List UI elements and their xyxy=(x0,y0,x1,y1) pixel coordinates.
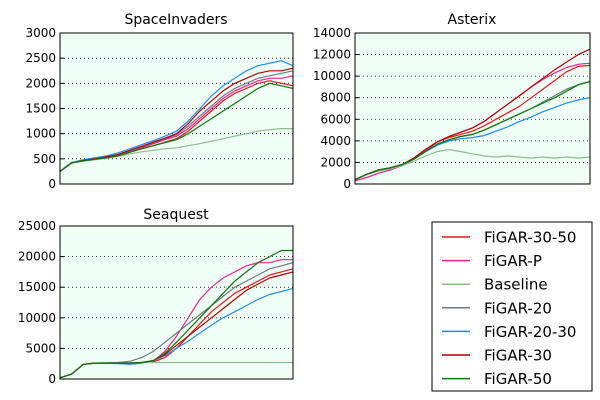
y-tick-label: 6000 xyxy=(320,112,351,126)
legend-label: FiGAR-30 xyxy=(484,347,552,365)
subplot-seaquest: Seaquest 0 5000 10000 15000 20000 25000 xyxy=(18,207,294,386)
y-tick-label: 3000 xyxy=(25,26,56,40)
series-line-figar-50 xyxy=(59,82,294,172)
y-tick-label: 10000 xyxy=(18,311,56,325)
y-tick-label: 1500 xyxy=(25,102,56,116)
plot-area xyxy=(60,226,293,379)
legend-label: FiGAR-50 xyxy=(484,370,552,388)
subplot-spaceinvaders: SpaceInvaders 0 500 1000 1500 2000 2500 3000 xyxy=(25,12,294,191)
subplot-title: Seaquest xyxy=(143,207,209,223)
y-tick-label: 1000 xyxy=(25,127,56,141)
series-line-baseline xyxy=(354,148,591,181)
y-tick-label: 20000 xyxy=(18,250,56,264)
y-tick-label: 15000 xyxy=(18,280,56,294)
legend-label: FiGAR-P xyxy=(484,252,542,270)
y-tick-label: 0 xyxy=(48,177,56,191)
plot-frame xyxy=(59,225,294,380)
y-tick-label: 4000 xyxy=(320,134,351,148)
subplot-asterix: Asterix 0 2000 4000 6000 8000 10000 12000 14000 xyxy=(313,12,591,191)
y-tick-label: 12000 xyxy=(313,48,351,62)
legend-label: FiGAR-20 xyxy=(484,299,552,317)
y-tick-label: 2000 xyxy=(320,155,351,169)
legend-box xyxy=(431,221,593,392)
plot-frame xyxy=(354,32,591,185)
series-line-figar-30 xyxy=(59,67,294,172)
series-line-figar-50 xyxy=(59,249,293,379)
subplot-title: SpaceInvaders xyxy=(124,12,227,28)
y-tick-label: 5000 xyxy=(25,341,56,355)
y-tick-label: 10000 xyxy=(313,69,351,83)
y-tick-label: 2500 xyxy=(25,51,56,65)
y-tick-label: 0 xyxy=(48,372,56,386)
y-tick-label: 500 xyxy=(33,152,56,166)
series-line-figar-20-30 xyxy=(59,60,294,172)
y-tick-label: 0 xyxy=(343,177,351,191)
subplot-title: Asterix xyxy=(448,12,497,28)
legend-label: FiGAR-30-50 xyxy=(484,229,576,247)
y-tick-label: 25000 xyxy=(18,219,56,233)
y-tick-label: 2000 xyxy=(25,76,56,90)
legend: FiGAR-30-50 FiGAR-P Baseline FiGAR-20 FiGAR-… xyxy=(431,221,593,392)
legend-label: FiGAR-20-30 xyxy=(484,323,576,341)
y-tick-label: 14000 xyxy=(313,26,351,40)
legend-label: Baseline xyxy=(484,276,548,294)
plot-area xyxy=(355,33,590,184)
series-line-figar-50 xyxy=(354,80,591,181)
plot-frame xyxy=(59,32,294,185)
y-tick-label: 8000 xyxy=(320,91,351,105)
